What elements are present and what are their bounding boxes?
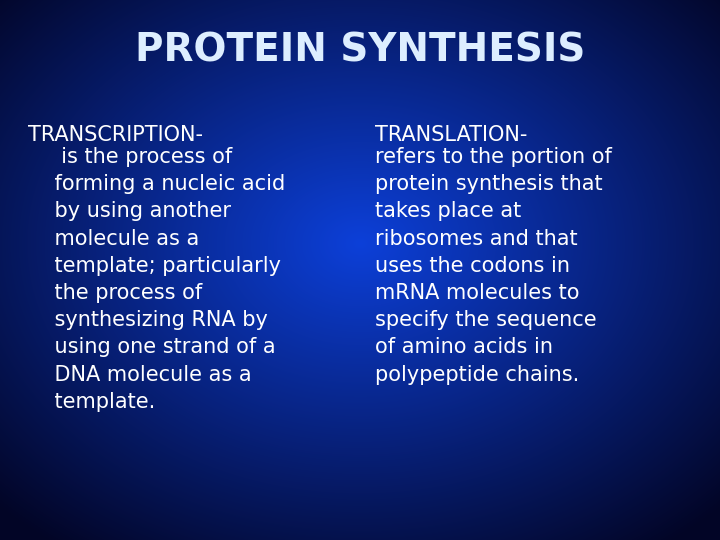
Text: refers to the portion of
protein synthesis that
takes place at
ribosomes and tha: refers to the portion of protein synthes… — [375, 147, 612, 384]
Text: is the process of
    forming a nucleic acid
    by using another
    molecule a: is the process of forming a nucleic acid… — [28, 147, 285, 412]
Text: TRANSCRIPTION-: TRANSCRIPTION- — [28, 125, 203, 145]
Text: TRANSLATION-: TRANSLATION- — [375, 125, 527, 145]
Text: PROTEIN SYNTHESIS: PROTEIN SYNTHESIS — [135, 31, 585, 69]
